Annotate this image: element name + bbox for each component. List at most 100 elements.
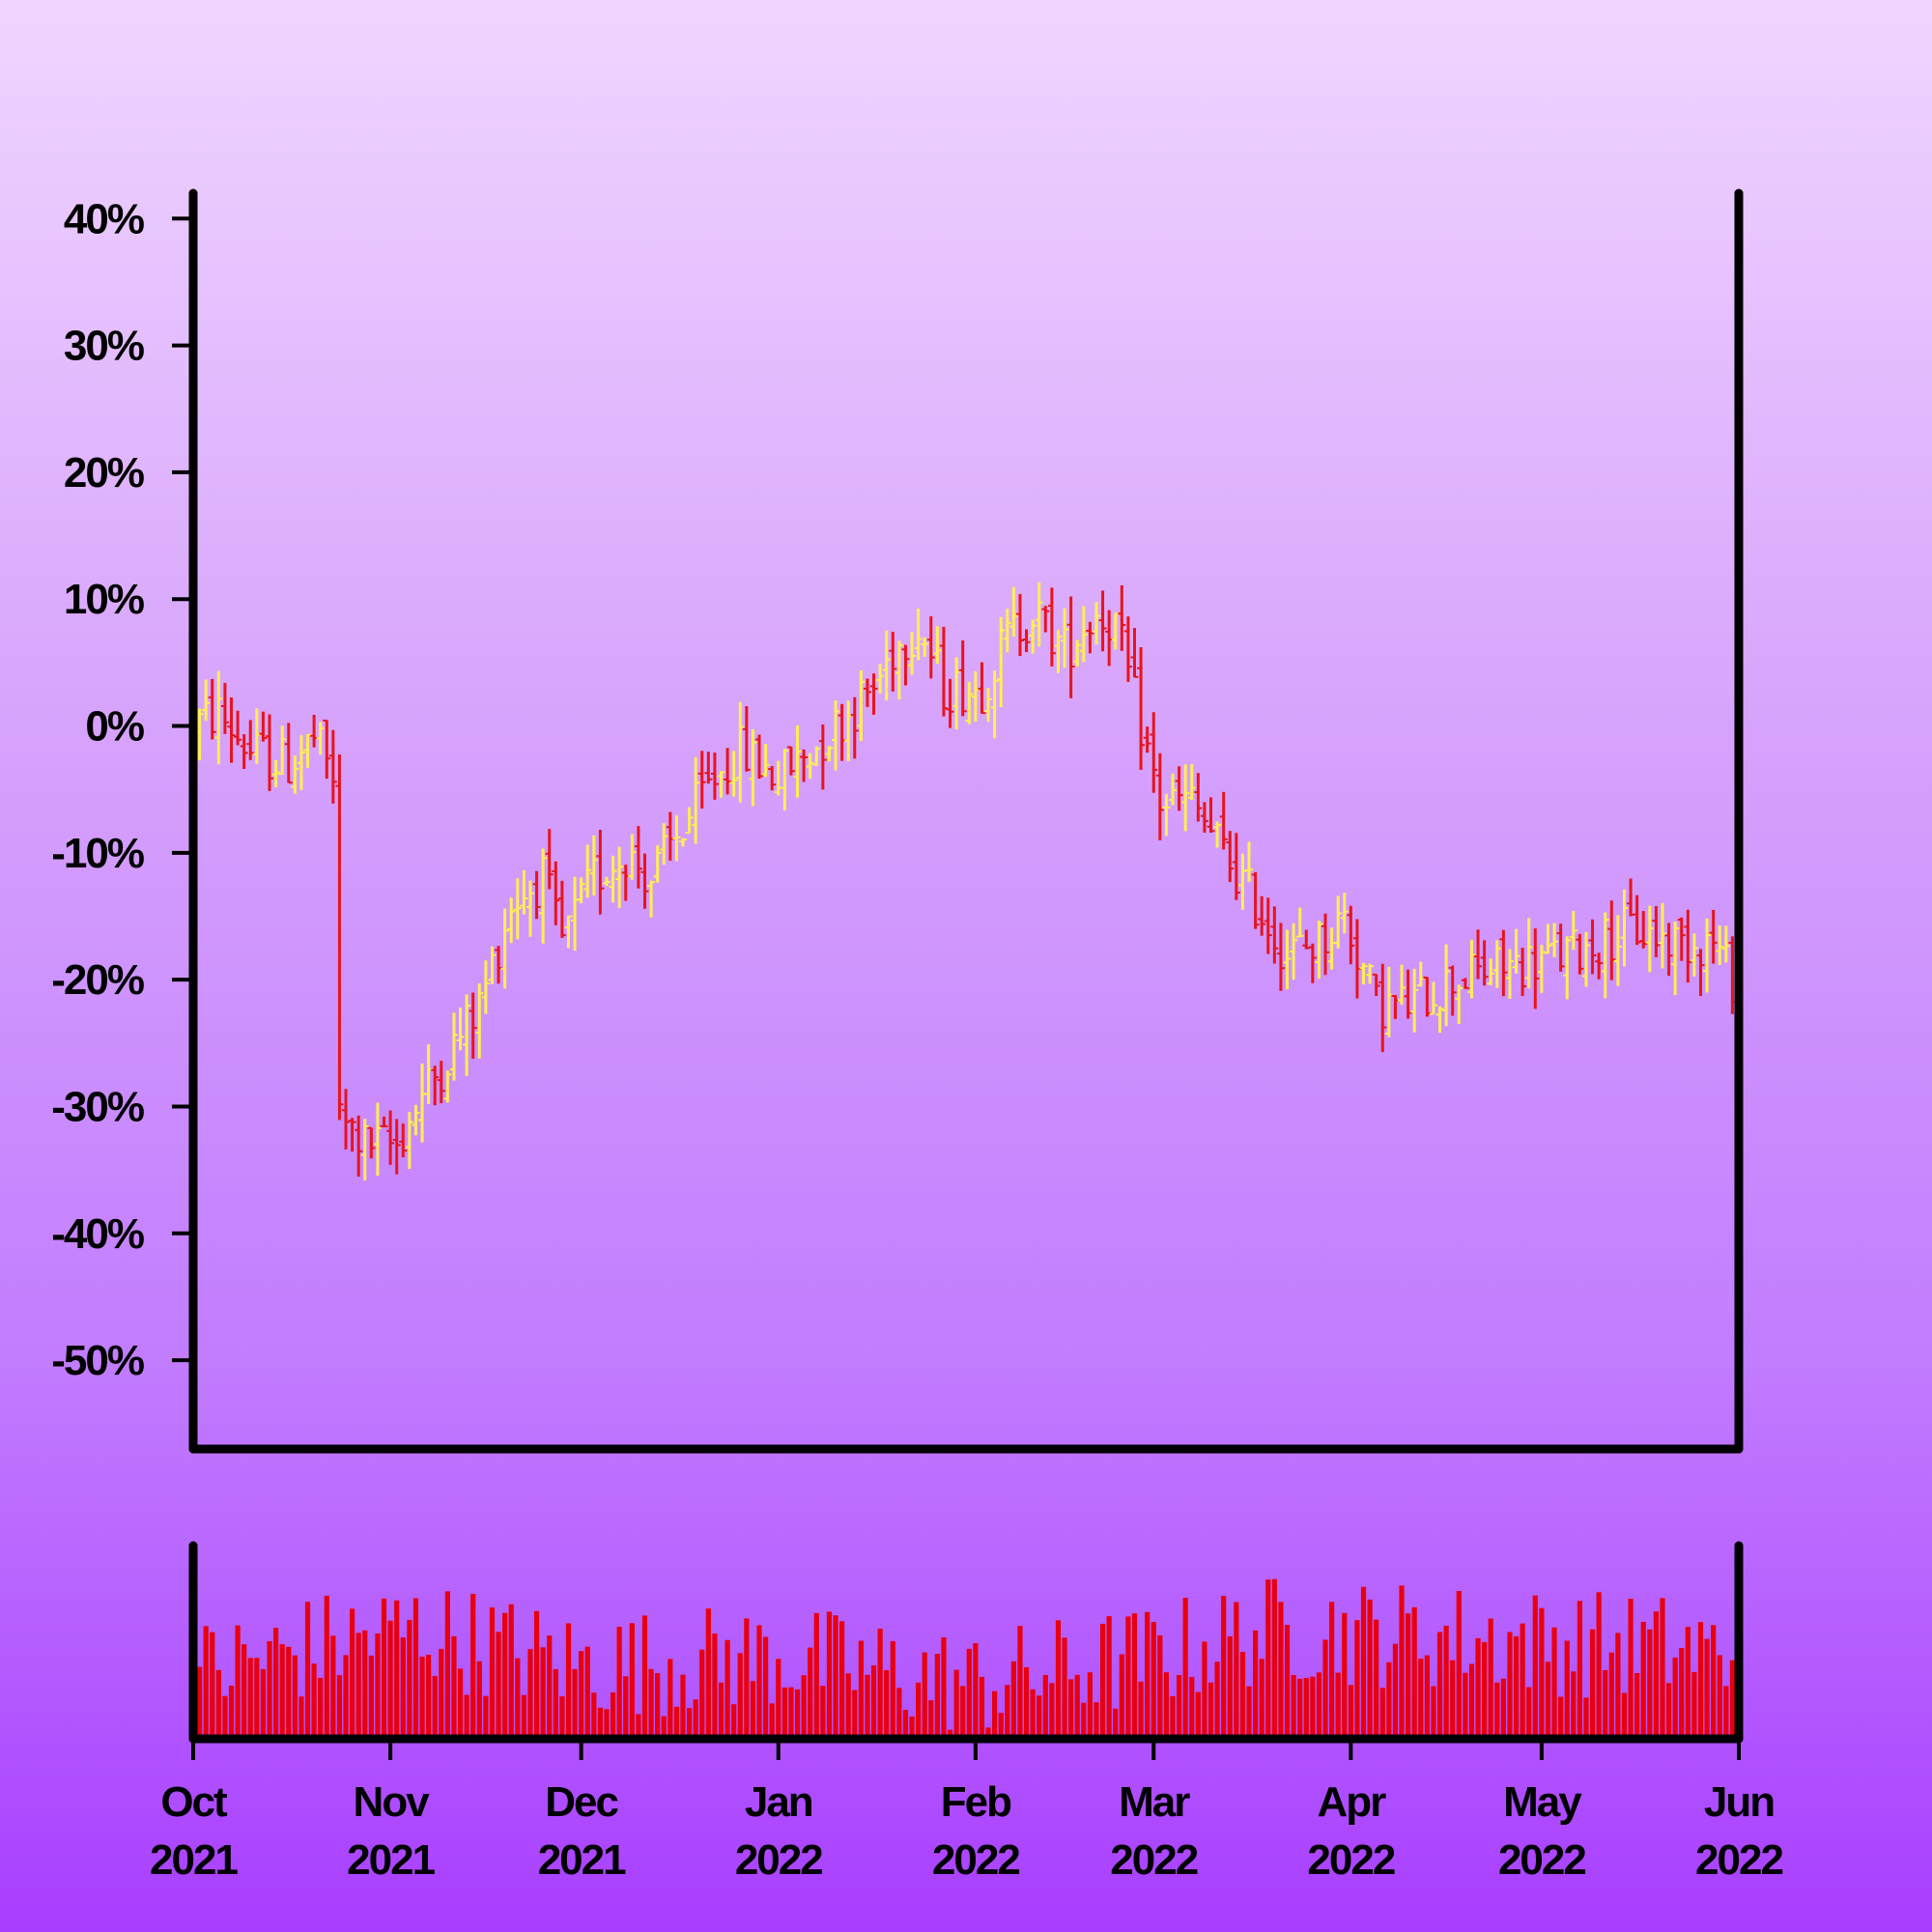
volume-bar bbox=[1500, 1678, 1506, 1739]
price-bar bbox=[1519, 948, 1527, 997]
volume-bar bbox=[1729, 1660, 1736, 1739]
price-bar bbox=[1232, 833, 1240, 900]
x-tick-year: 2022 bbox=[1307, 1836, 1394, 1884]
price-bar bbox=[640, 853, 649, 909]
price-bar bbox=[1569, 911, 1577, 951]
price-bar bbox=[628, 834, 637, 880]
price-bar bbox=[310, 714, 319, 748]
price-bar bbox=[818, 724, 827, 790]
volume-bar bbox=[680, 1674, 686, 1739]
price-bar bbox=[1047, 587, 1056, 667]
volume-bar bbox=[1017, 1626, 1023, 1739]
volume-bar bbox=[902, 1709, 909, 1739]
price-bar bbox=[1162, 793, 1171, 837]
price-bar bbox=[1474, 929, 1483, 980]
price-bar bbox=[1607, 900, 1616, 980]
price-bar bbox=[1499, 929, 1508, 997]
price-bar bbox=[1684, 909, 1692, 983]
price-bar bbox=[978, 662, 986, 715]
price-bar bbox=[520, 869, 528, 915]
price-bar bbox=[786, 746, 795, 776]
price-bars bbox=[189, 582, 1743, 1180]
price-bar bbox=[990, 670, 999, 739]
price-bar bbox=[386, 1110, 395, 1165]
price-bar bbox=[1613, 915, 1622, 986]
price-bar bbox=[1245, 841, 1254, 883]
volume-bar bbox=[527, 1649, 533, 1739]
volume-bar bbox=[1418, 1659, 1424, 1739]
price-bar bbox=[284, 723, 293, 784]
price-bar bbox=[1321, 913, 1330, 976]
price-bar bbox=[1137, 647, 1146, 771]
price-bar bbox=[1658, 902, 1666, 969]
volume-bar bbox=[203, 1626, 209, 1739]
volume-bar bbox=[1049, 1683, 1055, 1739]
volume-bar bbox=[298, 1696, 304, 1739]
price-bar bbox=[825, 746, 834, 762]
price-bar bbox=[481, 960, 490, 1014]
volume-bar bbox=[235, 1625, 241, 1739]
volume-bar bbox=[272, 1628, 279, 1739]
volume-bar bbox=[1564, 1640, 1570, 1739]
volume-bar bbox=[1195, 1691, 1201, 1739]
volume-bar bbox=[470, 1593, 476, 1739]
price-bar bbox=[749, 728, 757, 807]
price-bar bbox=[1168, 773, 1177, 806]
price-bar bbox=[793, 725, 802, 798]
volume-bar bbox=[1424, 1655, 1430, 1739]
volume-bar bbox=[368, 1655, 374, 1739]
volume-bar bbox=[1335, 1672, 1341, 1739]
volume-bar bbox=[1131, 1613, 1138, 1739]
volume-bar bbox=[858, 1640, 864, 1739]
volume-bar bbox=[1099, 1623, 1106, 1739]
volume-bar bbox=[242, 1644, 247, 1739]
price-bar bbox=[692, 756, 700, 844]
volume-bar bbox=[699, 1649, 705, 1739]
price-bar bbox=[800, 749, 809, 782]
price-bar bbox=[1404, 969, 1412, 1019]
volume-bar bbox=[591, 1692, 597, 1739]
volume-bar bbox=[387, 1620, 393, 1739]
price-bar bbox=[303, 733, 312, 768]
volume-bar bbox=[947, 1729, 953, 1739]
volume-bar bbox=[286, 1646, 292, 1739]
volume-bar bbox=[1278, 1602, 1284, 1739]
volume-bar bbox=[928, 1700, 934, 1739]
volume-bar bbox=[794, 1689, 801, 1739]
volume-bar bbox=[597, 1707, 603, 1739]
volume-bar bbox=[476, 1661, 482, 1739]
price-bar bbox=[1181, 764, 1190, 832]
price-bar bbox=[1150, 712, 1158, 793]
price-bar bbox=[1130, 628, 1139, 678]
price-bar bbox=[1391, 995, 1400, 1019]
price-bar bbox=[660, 823, 668, 866]
volume-bar bbox=[960, 1686, 966, 1739]
volume-bar bbox=[1672, 1657, 1678, 1739]
volume-bar bbox=[1621, 1692, 1628, 1739]
price-bar bbox=[252, 708, 261, 764]
volume-bar bbox=[865, 1674, 870, 1739]
volume-bar bbox=[1005, 1685, 1010, 1739]
volume-bar bbox=[1284, 1625, 1291, 1739]
volume-bar bbox=[1558, 1696, 1564, 1739]
volume-bar bbox=[1660, 1598, 1665, 1739]
price-bar bbox=[1111, 612, 1120, 650]
price-bar bbox=[1283, 929, 1292, 990]
price-bar bbox=[736, 701, 745, 803]
price-bar bbox=[933, 626, 942, 665]
price-bar bbox=[1512, 928, 1520, 974]
price-bar bbox=[908, 632, 917, 675]
price-bar bbox=[259, 711, 268, 742]
volume-bar bbox=[833, 1615, 838, 1739]
volume-bar bbox=[1055, 1620, 1062, 1739]
volume-bar bbox=[604, 1709, 610, 1739]
volume-bar bbox=[1608, 1652, 1614, 1739]
price-bar bbox=[1200, 802, 1208, 833]
y-tick-label: -40% bbox=[51, 1210, 144, 1258]
volume-bar bbox=[1615, 1633, 1621, 1739]
volume-bar bbox=[1202, 1641, 1208, 1739]
price-bar bbox=[609, 855, 617, 903]
volume-bar bbox=[1234, 1602, 1239, 1739]
volume-bar bbox=[553, 1668, 558, 1739]
price-bar bbox=[602, 876, 611, 887]
